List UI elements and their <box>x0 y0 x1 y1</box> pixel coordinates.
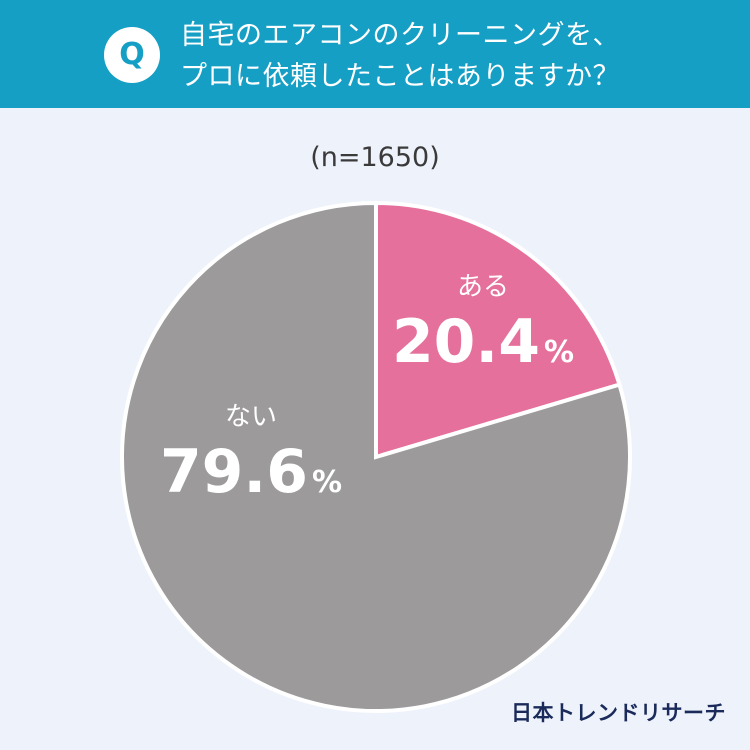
pie-slice-1 <box>374 200 622 460</box>
pie-slice-2 <box>120 200 632 713</box>
slice-name-label: ない <box>225 402 277 432</box>
question-header: Q 自宅のエアコンのクリーニングを、 プロに依頼したことはありますか？ <box>0 0 750 108</box>
brand-logo: 日本トレンドリサーチ <box>511 701 726 725</box>
slice-name-label: ある <box>457 272 509 302</box>
slice-label-2: ない 79.6% <box>160 402 342 507</box>
slice-value-label: 79.6% <box>160 437 342 507</box>
question-line-1: 自宅のエアコンのクリーニングを、 <box>180 20 620 51</box>
question-line-2: プロに依頼したことはありますか？ <box>180 61 620 92</box>
q-badge: Q <box>104 27 160 83</box>
slice-label-1: ある 20.4% <box>392 272 574 377</box>
sample-size: (n=1650) <box>310 142 440 173</box>
question-text: 自宅のエアコンのクリーニングを、 プロに依頼したことはありますか？ <box>180 15 700 97</box>
slice-value-label: 20.4% <box>392 307 574 377</box>
